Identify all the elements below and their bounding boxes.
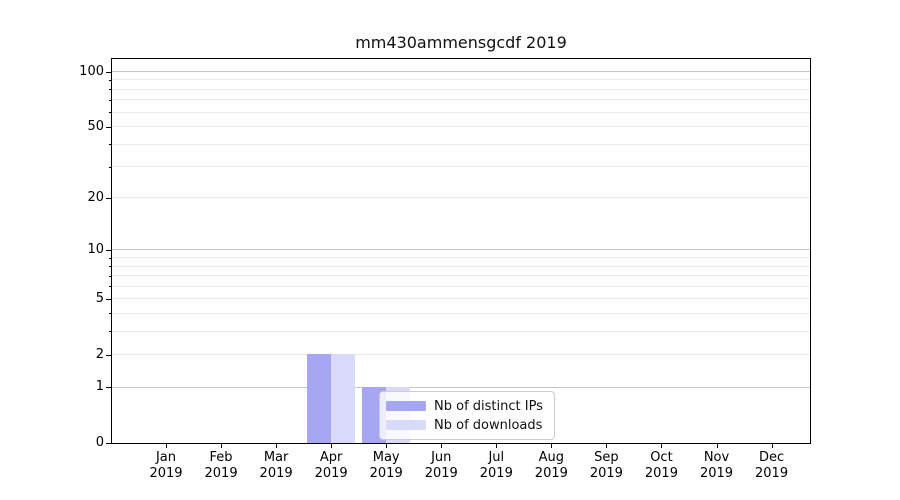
- gridline-major-100: [111, 71, 810, 73]
- gridline-minor-20: [111, 197, 810, 199]
- x-tick-label-dec: Dec 2019: [755, 450, 789, 481]
- y-tick-label-20: 20: [87, 189, 104, 205]
- legend: Nb of distinct IPs Nb of downloads: [379, 391, 555, 440]
- y-minortick-20: [109, 197, 112, 199]
- gridline-minor-7: [111, 275, 810, 277]
- y-minortick-70: [109, 99, 112, 101]
- legend-entry-distinct-ips: Nb of distinct IPs: [386, 398, 546, 414]
- y-minortick-6: [109, 286, 112, 288]
- y-minortick-4: [109, 313, 112, 315]
- plot-area: [110, 57, 811, 444]
- x-tick-apr: [331, 443, 333, 448]
- x-tick-oct: [661, 443, 663, 448]
- y-tick-100: [106, 71, 112, 73]
- gridline-minor-30: [111, 166, 810, 168]
- y-minortick-30: [109, 166, 112, 168]
- gridline-minor-80: [111, 88, 810, 90]
- y-tick-label-100: 100: [79, 63, 104, 79]
- bar-nb-of-distinct-ips-apr: [306, 354, 331, 443]
- x-tick-mar: [276, 443, 278, 448]
- bar-nb-of-downloads-apr: [330, 354, 355, 443]
- gridline-minor-70: [111, 99, 810, 101]
- gridline-minor-60: [111, 111, 810, 113]
- legend-label-distinct-ips: Nb of distinct IPs: [434, 398, 543, 414]
- y-tick-10: [106, 249, 112, 251]
- x-tick-nov: [716, 443, 718, 448]
- x-tick-label-jan: Jan 2019: [149, 450, 183, 481]
- y-minortick-90: [109, 79, 112, 81]
- x-tick-dec: [771, 443, 773, 448]
- y-tick-label-2: 2: [95, 346, 104, 362]
- y-tick-label-5: 5: [95, 290, 104, 306]
- x-tick-label-oct: Oct 2019: [644, 450, 678, 481]
- gridline-minor-4: [111, 312, 810, 314]
- x-tick-label-sep: Sep 2019: [589, 450, 623, 481]
- x-tick-label-jul: Jul 2019: [479, 450, 513, 481]
- y-minortick-7: [109, 275, 112, 277]
- y-tick-label-10: 10: [87, 241, 104, 257]
- y-minortick-8: [109, 266, 112, 268]
- y-minortick-60: [109, 112, 112, 114]
- gridline-minor-9: [111, 257, 810, 259]
- x-tick-label-feb: Feb 2019: [204, 450, 238, 481]
- y-tick-label-0: 0: [95, 435, 104, 450]
- gridline-minor-90: [111, 79, 810, 81]
- y-tick-0: [106, 443, 112, 444]
- legend-label-downloads: Nb of downloads: [434, 417, 543, 433]
- gridline-major-10: [111, 249, 810, 251]
- chart-title: mm430ammensgcdf 2019: [355, 33, 567, 52]
- x-tick-sep: [606, 443, 608, 448]
- y-minortick-2: [109, 354, 112, 356]
- x-tick-label-may: May 2019: [369, 450, 403, 481]
- x-tick-may: [386, 443, 388, 448]
- gridline-minor-8: [111, 265, 810, 267]
- x-tick-label-mar: Mar 2019: [259, 450, 293, 481]
- y-tick-label-50: 50: [87, 118, 104, 134]
- gridline-minor-40: [111, 143, 810, 145]
- legend-swatch-distinct-ips: [386, 401, 426, 411]
- gridline-minor-6: [111, 285, 810, 287]
- gridline-minor-3: [111, 330, 810, 332]
- x-tick-jan: [166, 443, 167, 448]
- y-minortick-50: [109, 126, 112, 128]
- x-tick-feb: [221, 443, 223, 448]
- x-tick-label-aug: Aug 2019: [534, 450, 568, 481]
- gridline-major-1: [111, 386, 810, 388]
- x-tick-label-apr: Apr 2019: [314, 450, 348, 481]
- y-minortick-80: [109, 89, 112, 91]
- y-minortick-3: [109, 331, 112, 333]
- gridline-minor-2: [111, 354, 810, 356]
- x-tick-label-nov: Nov 2019: [699, 450, 734, 481]
- y-minortick-40: [109, 144, 112, 146]
- x-tick-aug: [551, 443, 553, 448]
- gridline-minor-5: [111, 298, 810, 300]
- y-minortick-5: [109, 298, 112, 300]
- legend-swatch-downloads: [386, 420, 426, 430]
- x-tick-jun: [441, 443, 443, 448]
- y-tick-label-1: 1: [95, 379, 104, 395]
- gridline-minor-50: [111, 126, 810, 128]
- legend-entry-downloads: Nb of downloads: [386, 417, 546, 433]
- y-minortick-9: [109, 257, 112, 259]
- y-tick-1: [106, 387, 112, 389]
- x-tick-jul: [496, 443, 498, 448]
- x-tick-label-jun: Jun 2019: [424, 450, 458, 481]
